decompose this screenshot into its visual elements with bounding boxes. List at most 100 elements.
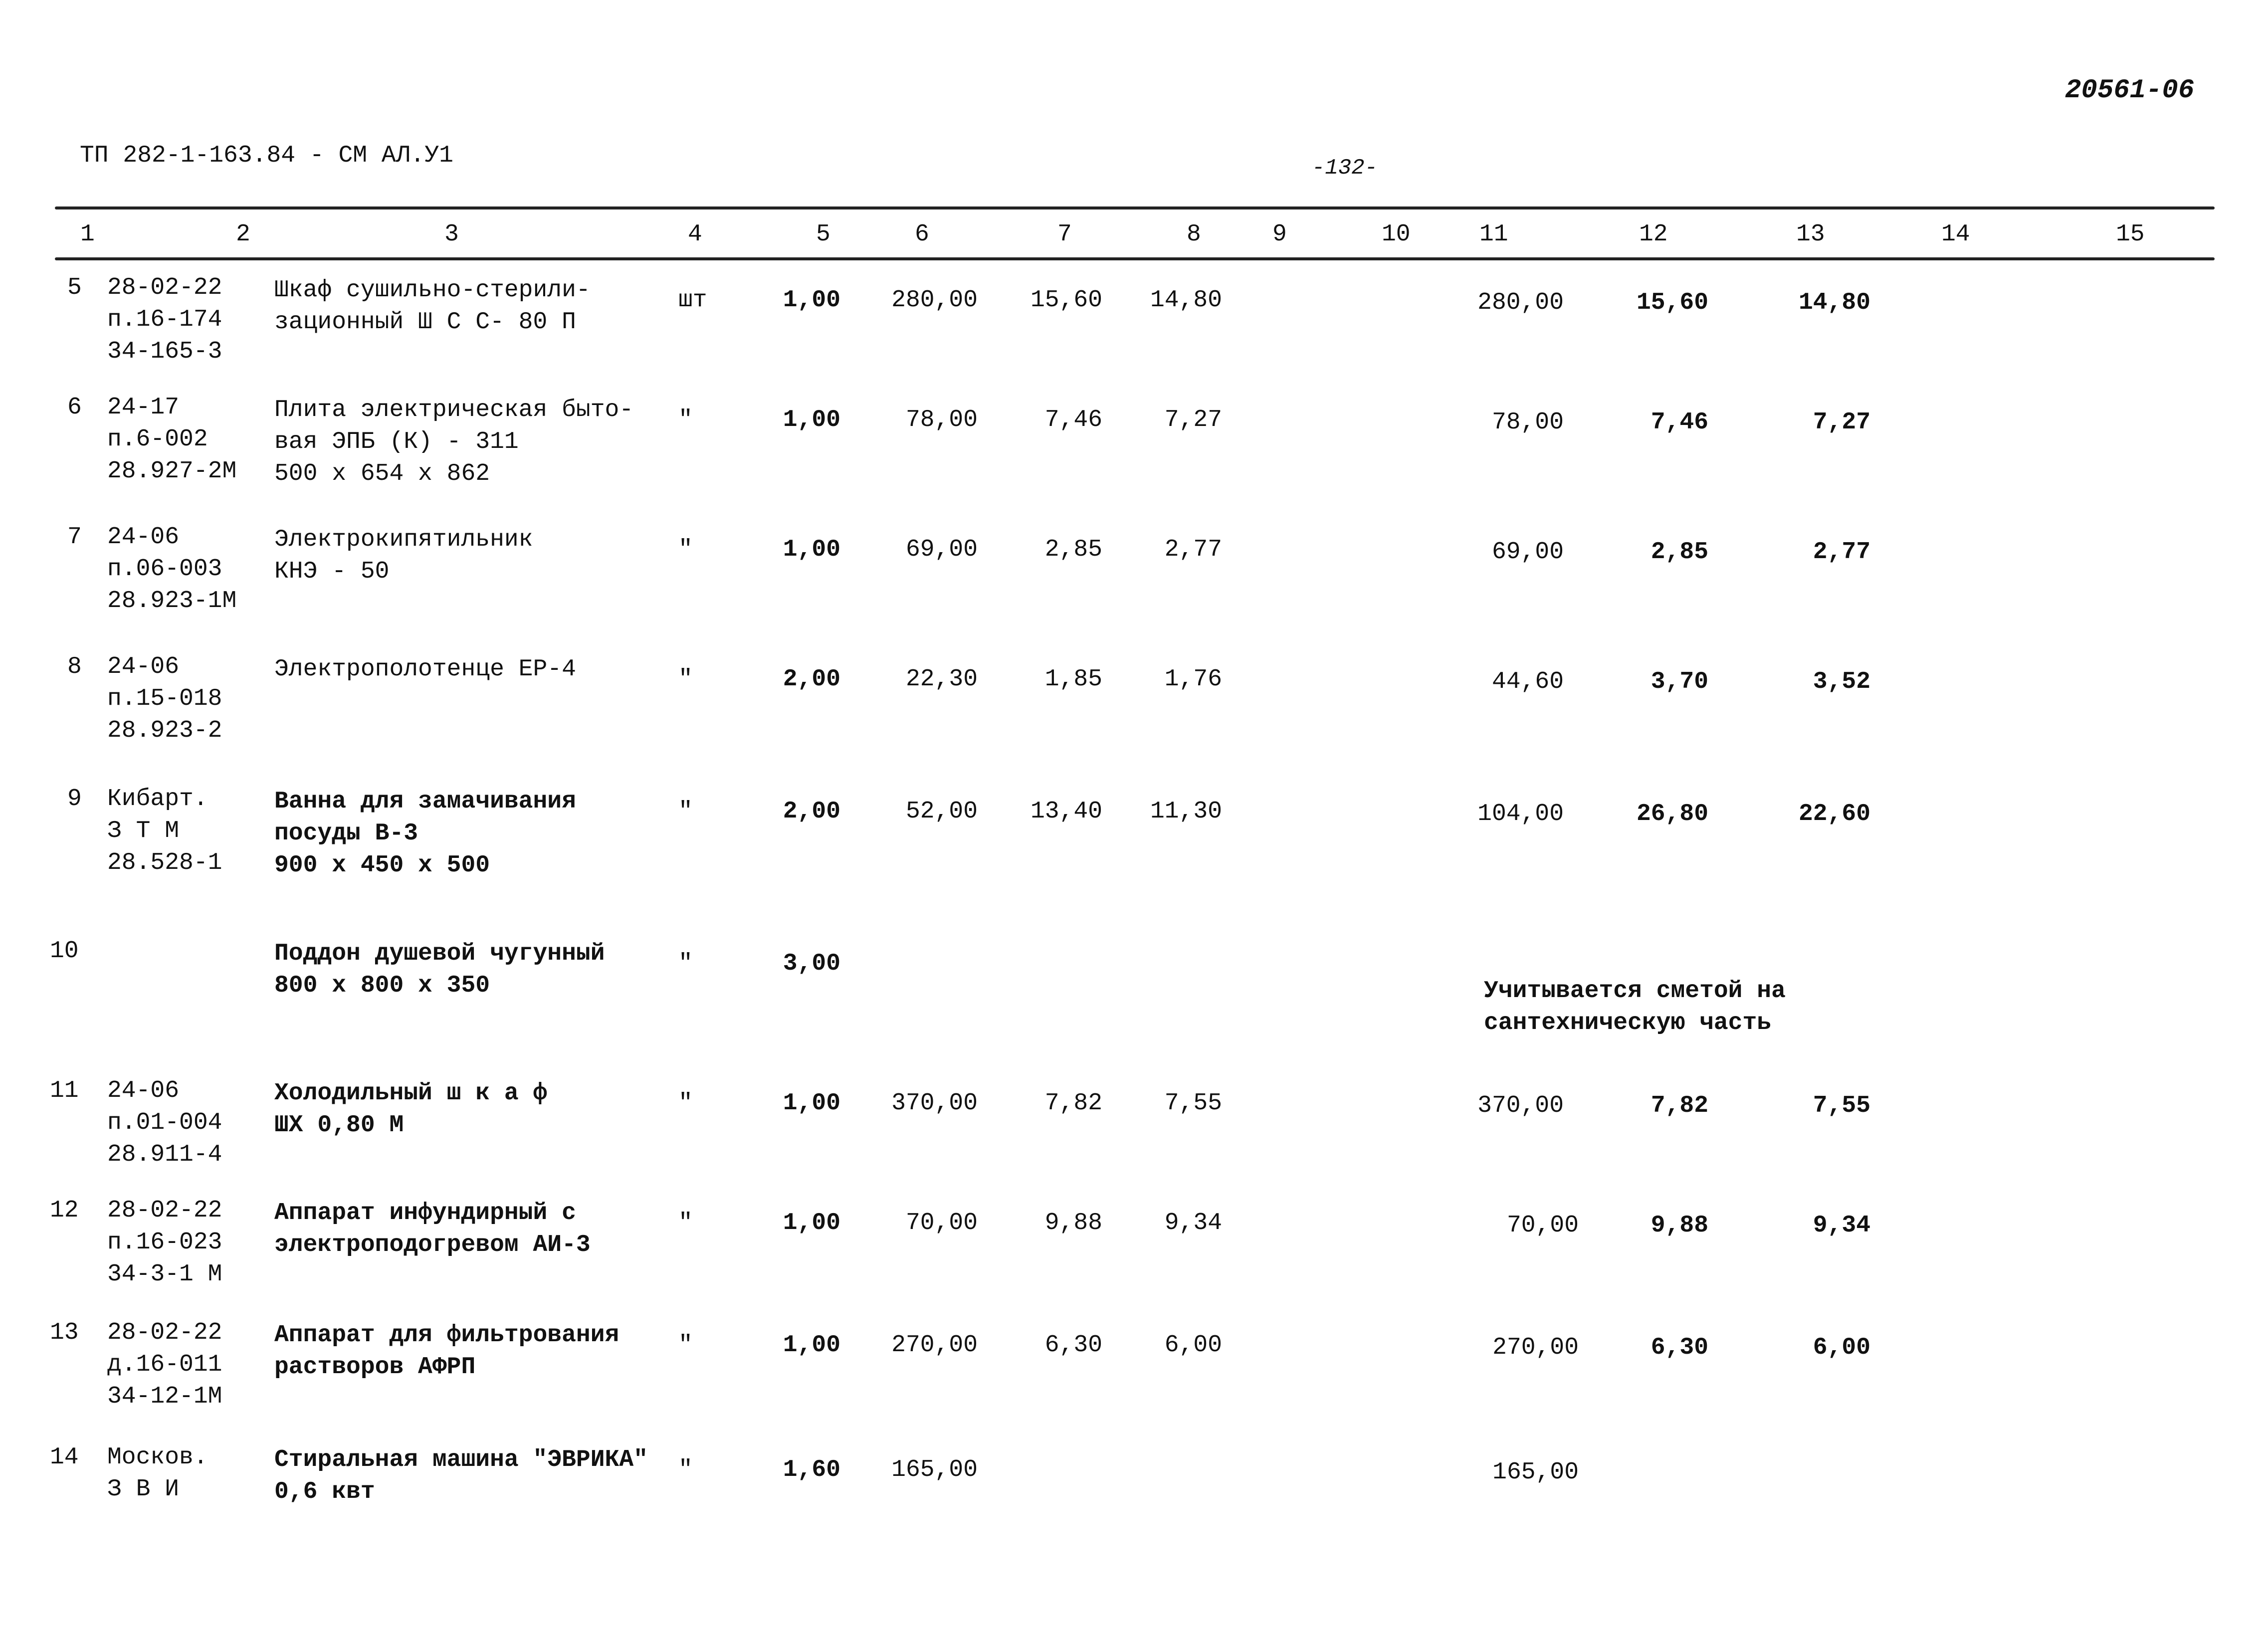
item-description: Шкаф сушильно-стерили- (274, 277, 591, 304)
item-description: вая ЭПБ (К) - 311 (274, 428, 519, 455)
unit: " (678, 536, 693, 563)
col-8-value: 11,30 (1150, 798, 1222, 825)
col-7-value: 9,88 (1044, 1210, 1102, 1236)
item-description: КНЭ - 50 (274, 558, 390, 585)
column-header-12: 12 (1639, 221, 1668, 248)
item-description: Плита электрическая быто- (274, 397, 634, 423)
unit: " (678, 1456, 693, 1483)
item-description: ШХ 0,80 М (274, 1112, 404, 1139)
col-13-value: 2,77 (1813, 539, 1870, 566)
item-description: Холодильный ш к а ф (274, 1080, 548, 1107)
quantity: 1,00 (783, 407, 840, 433)
header-top-rule (55, 206, 2215, 209)
col-12-value: 7,82 (1650, 1092, 1708, 1119)
price-code: п.15-018 (107, 685, 222, 712)
price-code: Москов. (107, 1444, 208, 1471)
item-description: 900 x 450 x 500 (274, 852, 490, 879)
price-code: 24-06 (107, 1077, 180, 1104)
item-description: 800 x 800 x 350 (274, 972, 490, 999)
price-code: З Т М (107, 818, 180, 844)
unit-price: 22,30 (905, 666, 978, 693)
total-cost: 370,00 (1477, 1092, 1564, 1119)
column-header-7: 7 (1057, 221, 1072, 248)
row-number: 12 (50, 1197, 79, 1224)
column-header-11: 11 (1479, 221, 1508, 248)
row-number: 11 (50, 1077, 79, 1104)
unit: " (678, 407, 693, 433)
col-12-value: 2,85 (1650, 539, 1708, 566)
quantity: 1,00 (783, 536, 840, 563)
col-7-value: 6,30 (1044, 1332, 1102, 1359)
total-cost: 44,60 (1491, 668, 1564, 695)
column-header-4: 4 (688, 221, 702, 248)
price-code: 28-02-22 (107, 1319, 222, 1346)
col-12-value: 3,70 (1650, 668, 1708, 695)
price-code: 34-165-3 (107, 338, 222, 365)
unit: " (678, 1210, 693, 1236)
quantity: 1,60 (783, 1456, 840, 1483)
item-description: Аппарат инфундирный с (274, 1200, 576, 1227)
col-7-value: 15,60 (1030, 287, 1102, 314)
total-cost: 280,00 (1477, 289, 1564, 316)
col-8-value: 6,00 (1164, 1332, 1222, 1359)
column-header-9: 9 (1272, 221, 1287, 248)
unit: " (678, 1090, 693, 1117)
row-number: 8 (67, 653, 82, 680)
unit-price: 165,00 (891, 1456, 978, 1483)
column-header-1: 1 (80, 221, 95, 248)
price-code: 28.528-1 (107, 849, 222, 876)
archive-code: 20561-06 (2065, 75, 2195, 106)
price-code: 28.927-2М (107, 458, 237, 485)
column-header-8: 8 (1187, 221, 1201, 248)
document-title: ТП 282-1-163.84 - СМ АЛ.У1 (80, 142, 453, 169)
unit-price: 70,00 (905, 1210, 978, 1236)
row-number: 9 (67, 786, 82, 813)
col-12-value: 6,30 (1650, 1334, 1708, 1361)
item-description: Стиральная машина "ЭВРИКА" (274, 1446, 648, 1473)
col-13-value: 22,60 (1798, 801, 1870, 827)
price-code: З В И (107, 1476, 180, 1503)
price-code: 24-06 (107, 524, 180, 551)
unit-price: 270,00 (891, 1332, 978, 1359)
item-description: электроподогревом АИ-3 (274, 1231, 591, 1258)
price-code: 28.923-1М (107, 588, 237, 614)
col-12-value: 15,60 (1636, 289, 1708, 316)
item-description: зационный Ш С С- 80 П (274, 309, 576, 336)
price-code: п.01-004 (107, 1109, 222, 1136)
quantity: 1,00 (783, 1210, 840, 1236)
col-8-value: 14,80 (1150, 287, 1222, 314)
note: сантехническую часть (1484, 1010, 1772, 1036)
total-cost: 270,00 (1492, 1334, 1579, 1361)
item-description: Ванна для замачивания (274, 788, 576, 815)
row-number: 10 (50, 938, 79, 965)
price-code: п.06-003 (107, 556, 222, 583)
col-13-value: 6,00 (1813, 1334, 1870, 1361)
quantity: 1,00 (783, 1090, 840, 1117)
column-header-14: 14 (1941, 221, 1970, 248)
note: Учитывается сметой на (1484, 978, 1786, 1005)
header-bottom-rule (55, 257, 2215, 260)
col-13-value: 3,52 (1813, 668, 1870, 695)
row-number: 5 (67, 274, 82, 301)
price-code: д.16-011 (107, 1351, 222, 1378)
quantity: 1,00 (783, 1332, 840, 1359)
item-description: Аппарат для фильтрования (274, 1322, 619, 1349)
unit: " (678, 798, 693, 825)
price-code: 34-3-1 М (107, 1261, 222, 1288)
row-number: 13 (50, 1319, 79, 1346)
unit: " (678, 1332, 693, 1359)
col-13-value: 7,55 (1813, 1092, 1870, 1119)
col-8-value: 9,34 (1164, 1210, 1222, 1236)
col-12-value: 9,88 (1650, 1212, 1708, 1239)
column-header-2: 2 (236, 221, 250, 248)
unit-price: 78,00 (905, 407, 978, 433)
unit-price: 280,00 (891, 287, 978, 314)
col-8-value: 2,77 (1164, 536, 1222, 563)
col-8-value: 7,55 (1164, 1090, 1222, 1117)
quantity: 2,00 (783, 666, 840, 693)
quantity: 3,00 (783, 950, 840, 977)
quantity: 2,00 (783, 798, 840, 825)
col-7-value: 13,40 (1030, 798, 1102, 825)
column-header-13: 13 (1796, 221, 1825, 248)
col-12-value: 26,80 (1636, 801, 1708, 827)
